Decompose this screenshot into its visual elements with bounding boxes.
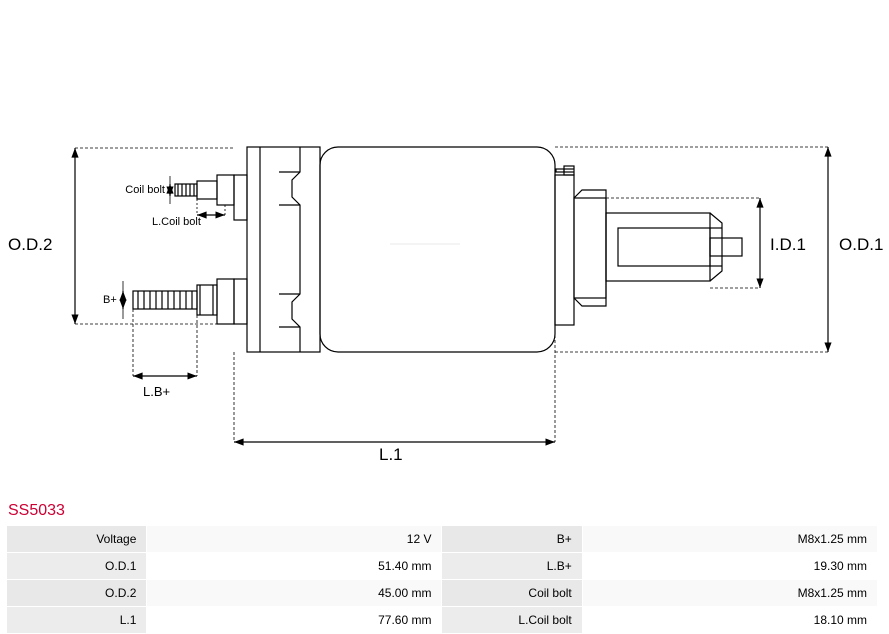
label-od2: O.D.2 xyxy=(8,235,52,254)
spec-label: O.D.1 xyxy=(7,553,146,579)
spec-value: 77.60 mm xyxy=(147,607,441,633)
label-coil-bolt: Coil bolt xyxy=(125,184,165,196)
page: O.D.2 O.D.1 I.D.1 L.1 L.B+ B+ Coil bolt … xyxy=(0,0,889,634)
spec-value: 18.10 mm xyxy=(583,607,877,633)
spec-value: 12 V xyxy=(147,526,441,552)
spec-table: Voltage12 VB+M8x1.25 mmO.D.151.40 mmL.B+… xyxy=(6,525,878,634)
table-row: O.D.245.00 mmCoil boltM8x1.25 mm xyxy=(7,580,877,606)
spec-label: Coil bolt xyxy=(442,580,581,606)
spec-label: L.1 xyxy=(7,607,146,633)
spec-value: 45.00 mm xyxy=(147,580,441,606)
spec-label: B+ xyxy=(442,526,581,552)
spec-label: L.Coil bolt xyxy=(442,607,581,633)
spec-label: Voltage xyxy=(7,526,146,552)
spec-value: M8x1.25 mm xyxy=(583,580,877,606)
spec-label: O.D.2 xyxy=(7,580,146,606)
table-row: Voltage12 VB+M8x1.25 mm xyxy=(7,526,877,552)
spec-table-body: Voltage12 VB+M8x1.25 mmO.D.151.40 mmL.B+… xyxy=(7,526,877,633)
table-row: O.D.151.40 mmL.B+19.30 mm xyxy=(7,553,877,579)
solenoid-diagram-svg: O.D.2 O.D.1 I.D.1 L.1 L.B+ B+ Coil bolt … xyxy=(0,0,889,480)
part-number: SS5033 xyxy=(8,502,65,520)
technical-drawing: O.D.2 O.D.1 I.D.1 L.1 L.B+ B+ Coil bolt … xyxy=(0,0,889,480)
label-bplus: B+ xyxy=(103,294,117,306)
label-od1: O.D.1 xyxy=(839,235,883,254)
table-row: L.177.60 mmL.Coil bolt18.10 mm xyxy=(7,607,877,633)
spec-value: 19.30 mm xyxy=(583,553,877,579)
spec-value: M8x1.25 mm xyxy=(583,526,877,552)
label-lbplus: L.B+ xyxy=(143,384,170,399)
spec-label: L.B+ xyxy=(442,553,581,579)
label-l1: L.1 xyxy=(379,445,403,464)
label-id1: I.D.1 xyxy=(770,235,806,254)
label-l-coil-bolt: L.Coil bolt xyxy=(152,216,201,228)
spec-value: 51.40 mm xyxy=(147,553,441,579)
